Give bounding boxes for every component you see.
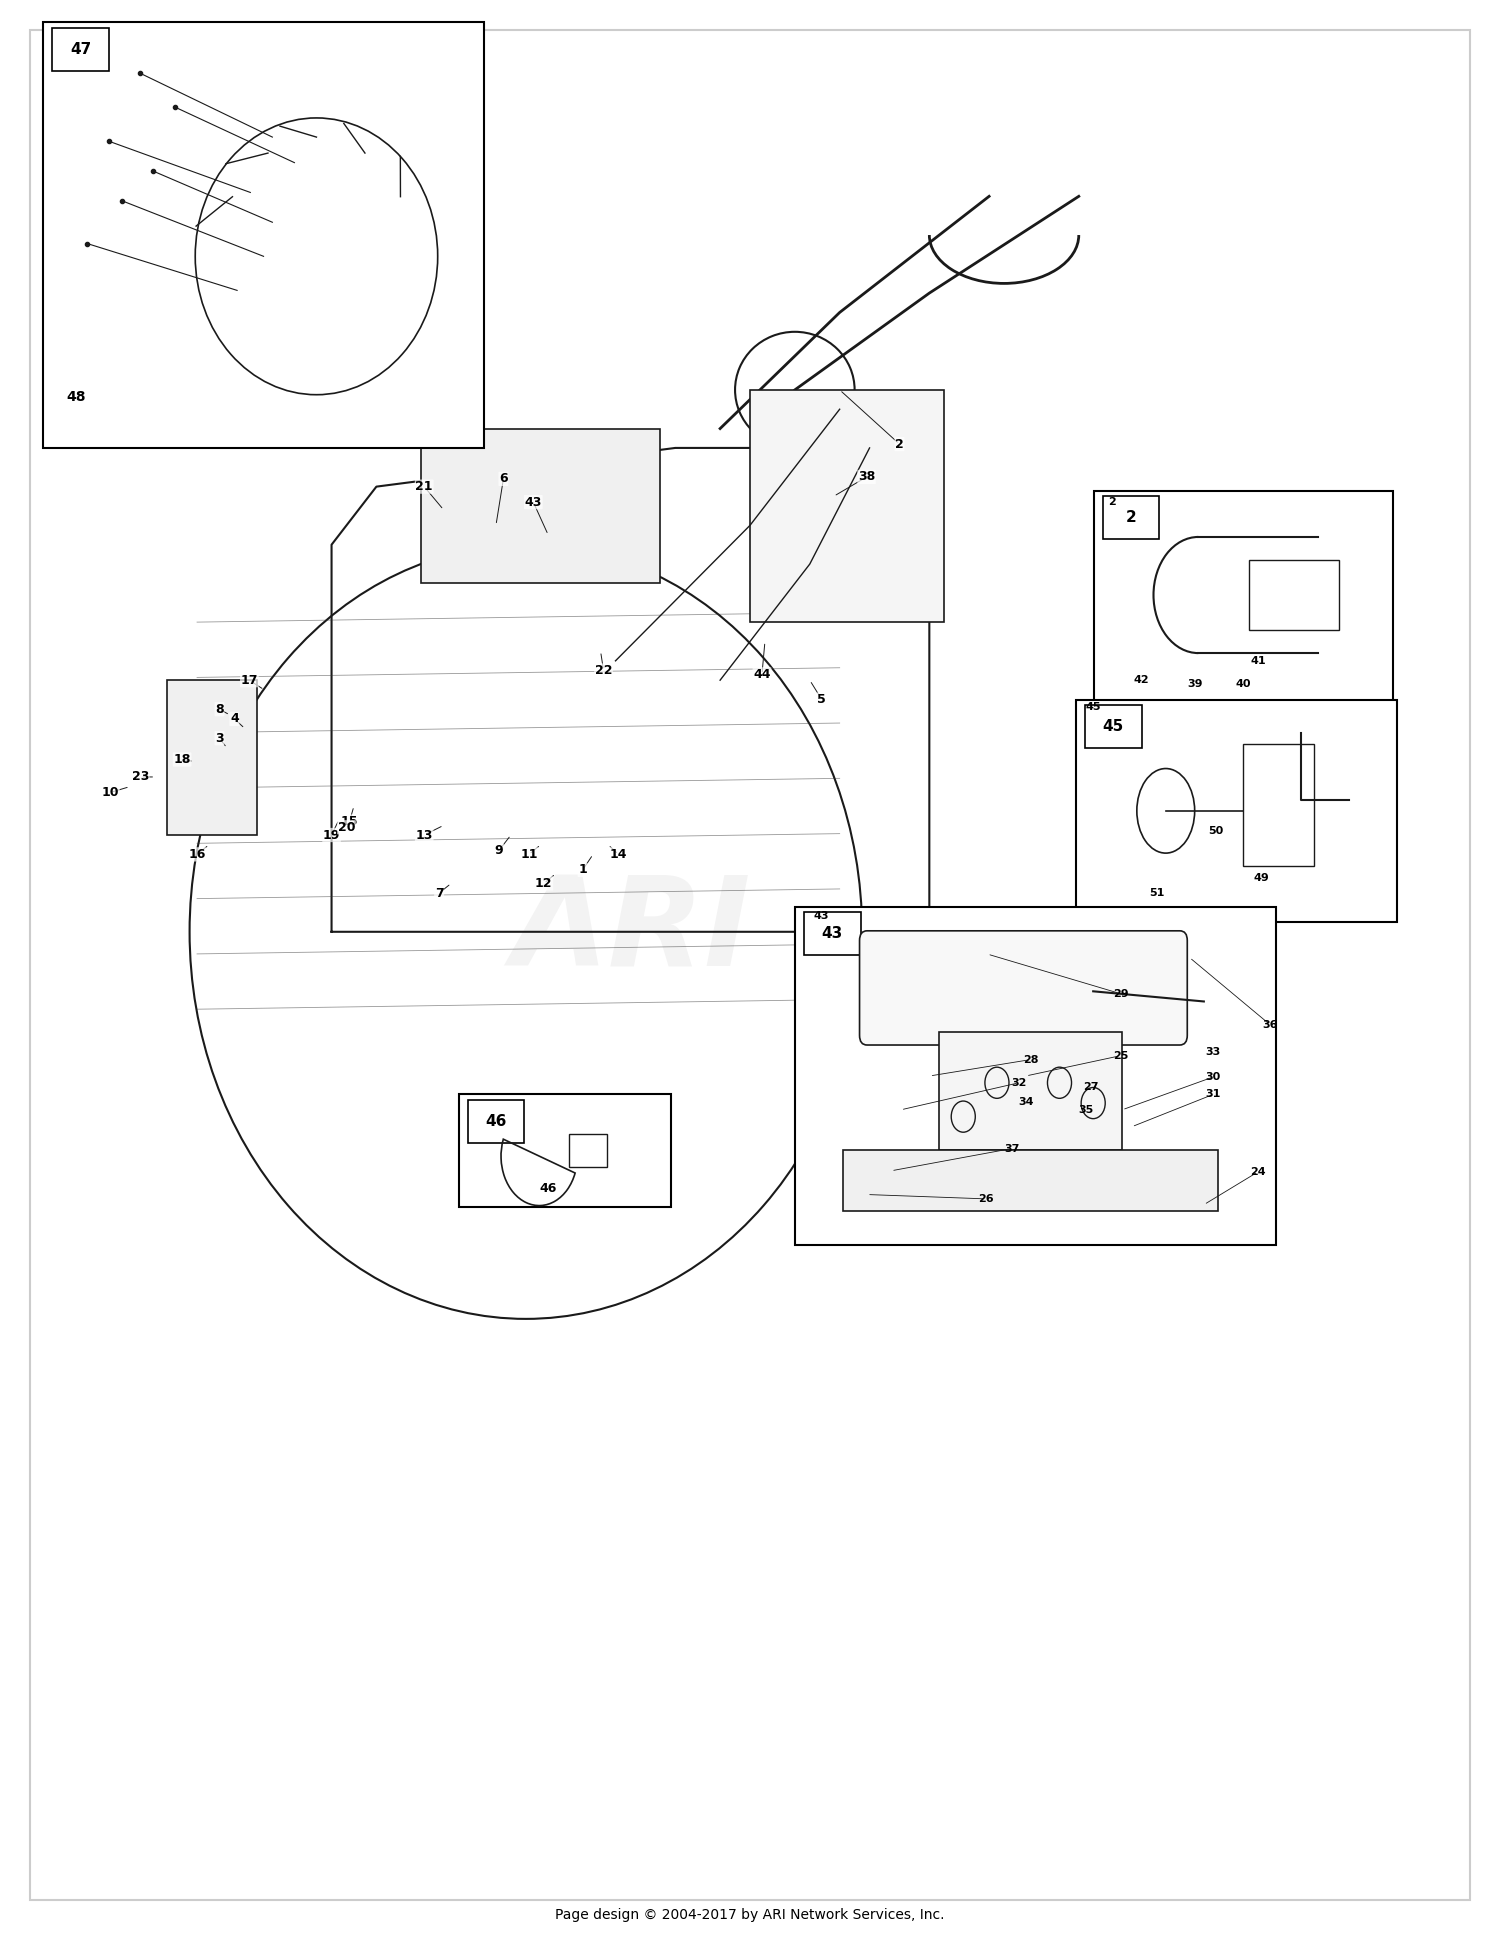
Text: 16: 16 [189, 848, 206, 862]
Text: 28: 28 [1023, 1054, 1038, 1064]
Bar [468, 1101, 525, 1143]
Bar [568, 1134, 608, 1167]
Text: 35: 35 [1078, 1104, 1094, 1114]
Bar [1102, 497, 1160, 540]
Text: 30: 30 [1206, 1071, 1221, 1081]
Text: 36: 36 [1263, 1019, 1278, 1029]
Text: 17: 17 [240, 674, 258, 687]
Text: 41: 41 [1251, 656, 1266, 666]
Bar [459, 1095, 670, 1207]
Text: 38: 38 [858, 470, 874, 483]
Bar [939, 1033, 1122, 1151]
FancyBboxPatch shape [859, 932, 1188, 1044]
Text: 44: 44 [753, 668, 771, 681]
Text: 49: 49 [1252, 873, 1269, 883]
Bar [44, 21, 484, 448]
Text: 10: 10 [102, 786, 118, 800]
Text: 43: 43 [525, 495, 542, 509]
Text: 46: 46 [538, 1182, 556, 1196]
Text: 25: 25 [1113, 1050, 1128, 1060]
Text: 15: 15 [340, 815, 358, 829]
Text: 29: 29 [1113, 988, 1128, 1000]
Text: 6: 6 [500, 472, 507, 485]
Text: 13: 13 [416, 829, 434, 842]
Text: 43: 43 [822, 926, 843, 941]
Bar [750, 390, 945, 623]
Text: 32: 32 [1011, 1077, 1026, 1087]
Bar [166, 679, 256, 835]
Text: 50: 50 [1209, 827, 1224, 837]
Text: 40: 40 [1236, 679, 1251, 689]
Text: 42: 42 [1134, 675, 1149, 685]
Text: 27: 27 [1083, 1081, 1098, 1091]
Text: ARI: ARI [510, 872, 750, 992]
Bar [1084, 705, 1142, 747]
Bar [795, 906, 1276, 1246]
Text: 45: 45 [1086, 703, 1101, 712]
Text: 31: 31 [1206, 1089, 1221, 1099]
Text: 37: 37 [1004, 1143, 1019, 1153]
Text: Page design © 2004-2017 by ARI Network Services, Inc.: Page design © 2004-2017 by ARI Network S… [555, 1908, 945, 1922]
Text: 48: 48 [66, 390, 86, 404]
Text: 39: 39 [1188, 679, 1203, 689]
Text: 43: 43 [815, 912, 830, 922]
Text: 18: 18 [174, 753, 190, 767]
Bar [1076, 699, 1396, 922]
Text: 5: 5 [818, 693, 827, 707]
Text: 47: 47 [70, 41, 92, 56]
Text: 21: 21 [416, 479, 434, 493]
Text: 23: 23 [132, 771, 148, 784]
Bar [422, 429, 660, 584]
Bar [53, 27, 110, 70]
Text: 2: 2 [896, 437, 904, 450]
Text: 11: 11 [520, 848, 537, 862]
Bar [1244, 743, 1314, 866]
Text: 4: 4 [230, 712, 238, 726]
Text: 19: 19 [322, 829, 340, 842]
Text: 45: 45 [1102, 718, 1124, 734]
Text: 22: 22 [596, 664, 612, 677]
Text: 7: 7 [435, 887, 444, 899]
Text: 2: 2 [1108, 497, 1116, 507]
Bar [1250, 561, 1340, 631]
Bar [1094, 491, 1392, 722]
Text: 2: 2 [1125, 510, 1137, 526]
Text: 1: 1 [578, 864, 586, 875]
Text: 51: 51 [1149, 889, 1164, 899]
Text: 12: 12 [536, 877, 552, 889]
Text: 20: 20 [338, 821, 356, 835]
Text: 24: 24 [1251, 1167, 1266, 1176]
Bar [804, 912, 861, 955]
Text: 9: 9 [495, 844, 502, 858]
Text: 33: 33 [1206, 1046, 1221, 1056]
Text: 14: 14 [609, 848, 627, 862]
Text: 26: 26 [978, 1194, 994, 1203]
Text: 46: 46 [486, 1114, 507, 1130]
Bar [843, 1151, 1218, 1211]
Text: 34: 34 [1019, 1097, 1034, 1106]
Text: 3: 3 [214, 732, 223, 745]
Text: 8: 8 [214, 703, 223, 716]
